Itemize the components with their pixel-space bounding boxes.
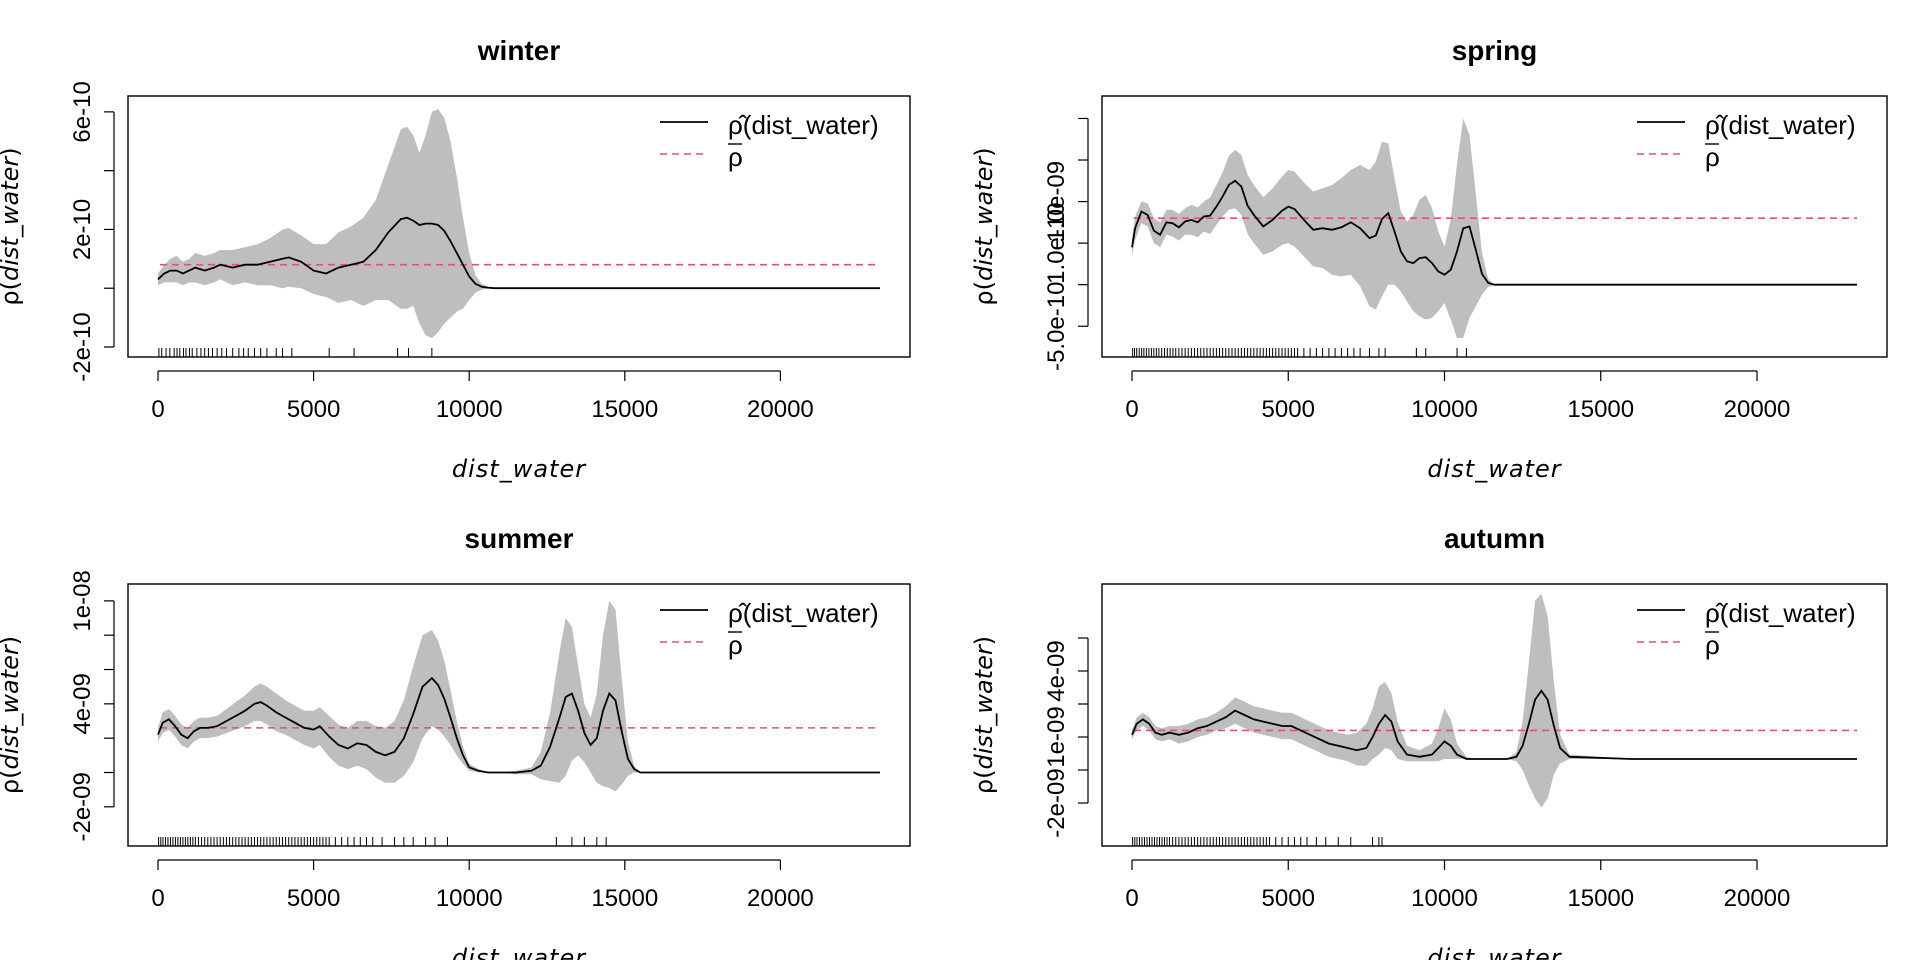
panel-winter: winter 0 5000 10000 15000 20000 dist_water -2e-… [0, 35, 911, 483]
y-axis-label: ρ(dist_water) [0, 636, 24, 794]
panel-summer: summer 0 5000 10000 15000 20000 dist_water -2e-… [0, 523, 911, 960]
panel-spring: spring 0 5000 10000 15000 20000 dist_water -5.0… [970, 35, 1888, 483]
x-tick-label: 0 [151, 396, 164, 423]
x-axis-label: dist_water [1427, 455, 1562, 483]
estimate-line [157, 216, 880, 290]
y-tick-label: 1.0e-09 [1043, 161, 1070, 242]
y-label-suffix: ) [970, 636, 998, 645]
x-tick-label: 15000 [1567, 885, 1634, 912]
estimate-line [1131, 689, 1857, 760]
x-tick-label: 0 [1125, 396, 1138, 423]
legend-reference-label: ρ [728, 630, 743, 660]
legend-reference-label: ρ [728, 142, 743, 172]
x-axis-label: dist_water [1427, 944, 1562, 960]
x-tick-label: 5000 [1262, 396, 1315, 423]
panel-title: autumn [1444, 523, 1545, 554]
x-tick-label: 10000 [1411, 396, 1478, 423]
confidence-band [1132, 118, 1857, 338]
y-tick-label: -2e-09 [69, 772, 96, 841]
y-axis-label: ρ(dist_water) [0, 147, 24, 305]
panel-title: spring [1452, 35, 1538, 66]
legend-estimate-label: ρ̂(dist_water) [1705, 110, 1856, 140]
x-tick-label: 15000 [1567, 396, 1634, 423]
y-tick-label: -2e-09 [1043, 768, 1070, 837]
x-tick-label: 10000 [1411, 885, 1478, 912]
legend: ρ̂(dist_water)ρ [1637, 110, 1856, 172]
confidence-band [158, 108, 880, 339]
x-axis-label: dist_water [452, 944, 587, 960]
legend: ρ̂(dist_water)ρ [1637, 598, 1856, 660]
x-tick-label: 20000 [747, 396, 814, 423]
y-tick-label: 1.0e-10 [1043, 202, 1070, 283]
panel-title: summer [465, 523, 574, 554]
y-tick-label: 1e-08 [69, 570, 96, 631]
y-label-suffix: ) [0, 636, 24, 645]
x-tick-label: 15000 [591, 396, 658, 423]
legend: ρ̂(dist_water)ρ [660, 598, 879, 660]
plot-frame [127, 95, 911, 358]
y-label-variable: dist_water [0, 155, 24, 281]
y-label-suffix: ) [0, 147, 24, 156]
y-tick-label: 4e-09 [1043, 640, 1070, 701]
y-axis-label: ρ(dist_water) [970, 147, 998, 305]
x-tick-label: 10000 [436, 885, 503, 912]
y-tick-label: 2e-10 [69, 199, 96, 260]
y-label-variable: dist_water [970, 643, 998, 769]
estimate-line [1131, 179, 1857, 286]
y-tick-label: -5.0e-10 [1043, 282, 1070, 371]
x-tick-label: 15000 [591, 885, 658, 912]
panel-title: winter [477, 35, 561, 66]
y-tick-label: 6e-10 [69, 81, 96, 142]
x-tick-label: 5000 [287, 885, 340, 912]
x-tick-label: 10000 [436, 396, 503, 423]
y-label-variable: dist_water [0, 643, 24, 769]
legend-reference-label: ρ [1705, 630, 1720, 660]
x-tick-label: 20000 [1724, 885, 1791, 912]
plot-frame [1101, 583, 1888, 847]
legend-estimate-label: ρ̂(dist_water) [728, 598, 879, 628]
y-label-prefix: ρ( [970, 281, 998, 306]
x-tick-label: 20000 [747, 885, 814, 912]
y-label-prefix: ρ( [0, 281, 24, 306]
x-tick-label: 0 [151, 885, 164, 912]
plot-frame [127, 583, 911, 847]
y-axis-label: ρ(dist_water) [970, 636, 998, 794]
confidence-band [158, 600, 880, 792]
legend-estimate-label: ρ̂(dist_water) [1705, 598, 1856, 628]
y-tick-label: -2e-10 [69, 312, 96, 381]
y-label-prefix: ρ( [0, 769, 24, 794]
x-tick-label: 0 [1125, 885, 1138, 912]
panel-autumn: autumn 0 5000 10000 15000 20000 dist_water -2e-… [970, 523, 1888, 960]
x-tick-label: 20000 [1724, 396, 1791, 423]
y-tick-label: 4e-09 [69, 673, 96, 734]
plot-frame [1101, 95, 1888, 358]
y-label-variable: dist_water [970, 155, 998, 281]
legend: ρ̂(dist_water)ρ [660, 110, 879, 172]
x-tick-label: 5000 [287, 396, 340, 423]
estimate-line [157, 676, 880, 774]
legend-reference-label: ρ [1705, 142, 1720, 172]
legend-estimate-label: ρ̂(dist_water) [728, 110, 879, 140]
x-axis-label: dist_water [452, 455, 587, 483]
y-label-suffix: ) [970, 147, 998, 156]
y-tick-label: 1e-09 [1043, 706, 1070, 767]
x-tick-label: 5000 [1262, 885, 1315, 912]
y-label-prefix: ρ( [970, 769, 998, 794]
